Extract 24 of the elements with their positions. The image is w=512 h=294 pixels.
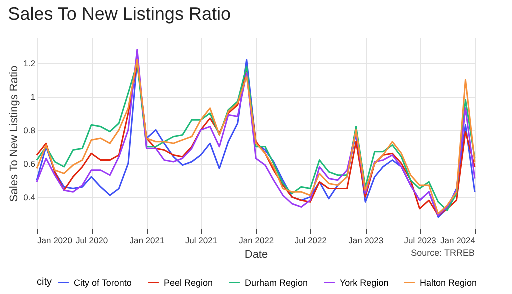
x-tick-label: Jul 2020 xyxy=(76,236,108,246)
x-axis-title: Date xyxy=(244,249,268,261)
legend-label: Halton Region xyxy=(420,278,478,288)
x-tick-label: Jan 2020 xyxy=(38,236,73,246)
y-tick-label: 1.2 xyxy=(24,58,36,69)
x-tick-label: Jan 2023 xyxy=(348,236,384,246)
x-tick-label: Jul 2023 xyxy=(404,236,437,246)
legend-label: York Region xyxy=(340,278,389,288)
y-tick-label: 0.4 xyxy=(24,192,36,203)
x-tick-label: Jan 2024 xyxy=(440,236,476,246)
y-tick-label: 0.8 xyxy=(24,126,36,136)
chart-title: Sales To New Listings Ratio xyxy=(8,4,231,24)
y-axis-title: Sales To New Listings Ratio xyxy=(8,66,21,202)
x-tick-label: Jan 2021 xyxy=(130,236,165,246)
y-tick-label: 0.6 xyxy=(24,159,36,170)
x-tick-label: Jul 2022 xyxy=(294,236,328,246)
legend-title: city xyxy=(37,277,52,288)
x-tick-label: Jul 2021 xyxy=(185,236,218,246)
y-tick-label: 1 xyxy=(30,92,36,102)
source-note: Source: TRREB xyxy=(411,248,475,258)
x-tick-label: Jan 2022 xyxy=(239,236,274,246)
legend-label: Peel Region xyxy=(164,278,214,288)
legend-label: City of Toronto xyxy=(74,278,132,288)
legend-label: Durham Region xyxy=(245,278,308,288)
